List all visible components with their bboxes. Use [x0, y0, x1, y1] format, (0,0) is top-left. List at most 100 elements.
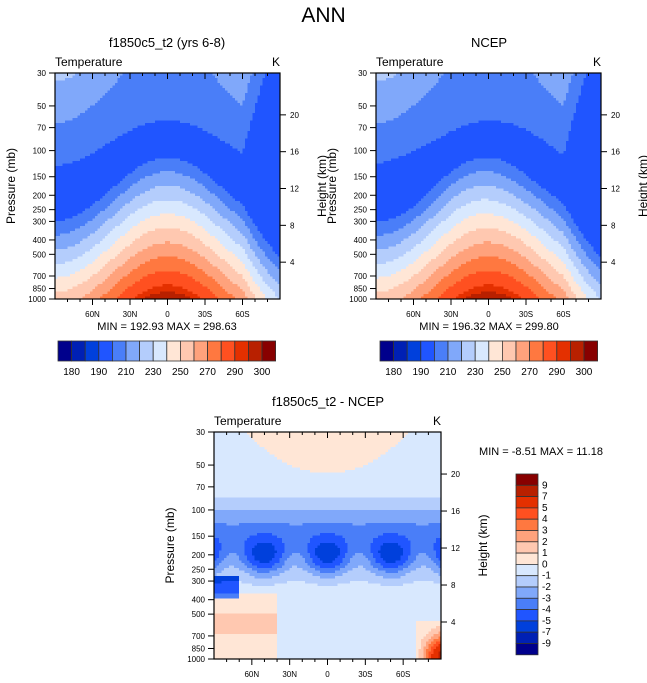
obs-contour-fill [376, 73, 602, 300]
model-colorbar-label: 250 [172, 367, 189, 378]
obs-colorbar-box [501, 340, 517, 362]
obs-xtick-label: 60N [406, 310, 421, 319]
obs-ytick-label: 500 [354, 250, 368, 259]
diff-title: f1850c5_t2 - NCEP [272, 394, 384, 409]
obs-ytick-label: 850 [354, 285, 368, 294]
diff-colorbar-label: -5 [542, 616, 551, 627]
obs-colorbar-box [393, 340, 408, 362]
diff-colorbar-box [515, 643, 539, 656]
model-ytick-label: 30 [37, 69, 46, 78]
model-height-tick-label: 8 [290, 221, 295, 230]
model-colorbar-label: 180 [63, 367, 80, 378]
model-variable-label: Temperature [55, 55, 123, 69]
obs-colorbar-box [447, 340, 463, 362]
obs-variable-label: Temperature [376, 55, 444, 69]
model-colorbar-box [261, 340, 277, 362]
diff-colorbar-box [515, 575, 539, 588]
diff-colorbar-box [515, 496, 539, 509]
model-colorbar-box [84, 340, 100, 362]
diff-colorbar-box [515, 631, 539, 644]
obs-ytick-label: 100 [354, 147, 368, 156]
diff-colorbar-box [515, 597, 539, 610]
model-minmax: MIN = 192.93 MAX = 298.63 [97, 321, 236, 333]
obs-ytick-label: 50 [358, 102, 367, 111]
diff-colorbar-label: 5 [542, 503, 548, 514]
diff-height-tick-label: 16 [451, 507, 460, 516]
diff-colorbar-box [515, 586, 539, 599]
obs-xtick-label: 60S [556, 310, 570, 319]
model-height-tick-label: 4 [290, 258, 295, 267]
model-colorbar-box [57, 340, 73, 362]
obs-colorbar-box [433, 340, 449, 362]
obs-ytick-label: 700 [354, 272, 368, 281]
diff-colorbar-label: 9 [542, 480, 548, 491]
model-colorbar-box [220, 340, 236, 362]
model-colorbar-box [179, 340, 195, 362]
obs-colorbar-label: 290 [548, 367, 565, 378]
obs-ytick-label: 30 [358, 69, 367, 78]
model-ytick-label: 70 [37, 124, 46, 133]
model-colorbar-label: 290 [226, 367, 243, 378]
diff-colorbar-box [515, 507, 539, 520]
model-ytick-label: 400 [33, 236, 47, 245]
model-ytick-label: 500 [33, 250, 47, 259]
obs-xtick-label: 0 [486, 310, 491, 319]
model-colorbar-label: 210 [118, 367, 135, 378]
diff-colorbar-box [515, 541, 539, 554]
diff-colorbar-label: 3 [542, 526, 548, 537]
model-ytick-label: 850 [33, 285, 47, 294]
diff-ytick-label: 50 [196, 461, 205, 470]
obs-units-label: K [593, 55, 601, 69]
obs-height-tick-label: 12 [611, 185, 620, 194]
diff-height-tick-label: 8 [451, 581, 456, 590]
model-colorbar-box [193, 340, 209, 362]
model-contour-fill [55, 73, 281, 300]
obs-colorbar-box [461, 340, 476, 362]
diff-ytick-label: 200 [192, 551, 206, 560]
obs-ytick-label: 250 [354, 206, 368, 215]
obs-ytick-label: 200 [354, 191, 368, 200]
model-colorbar-box [166, 340, 181, 362]
diff-ytick-label: 850 [192, 644, 206, 653]
diff-colorbar-box [515, 484, 539, 497]
model-xtick-label: 0 [165, 310, 170, 319]
diff-ytick-label: 250 [192, 565, 206, 574]
model-ytick-label: 700 [33, 272, 47, 281]
diff-colorbar-label: 7 [542, 492, 548, 503]
obs-title: NCEP [471, 35, 507, 50]
model-panel: f1850c5_t2 (yrs 6-8) Temperature K 30 50 70 10… [4, 35, 329, 378]
diff-colorbar-box [515, 473, 539, 486]
diff-xtick-label: 30S [358, 670, 372, 679]
model-colorbar-box [98, 340, 113, 362]
obs-height-tick-label: 20 [611, 111, 620, 120]
diff-colorbar-box [515, 620, 539, 633]
diff-minmax: MIN = -8.51 MAX = 11.18 [479, 446, 603, 458]
obs-colorbar-box [474, 340, 490, 362]
model-colorbar-box [139, 340, 154, 362]
obs-ytick-label: 300 [354, 217, 368, 226]
model-ytick-label: 300 [33, 217, 47, 226]
obs-colorbar-label: 250 [494, 367, 511, 378]
model-height-tick-label: 20 [290, 111, 299, 120]
model-ylabel-right: Height (km) [315, 155, 329, 217]
obs-colorbar-box [583, 340, 599, 362]
model-height-tick-label: 12 [290, 185, 299, 194]
model-colorbar-box [247, 340, 263, 362]
obs-colorbar-box [529, 340, 544, 362]
obs-colorbar-label: 230 [467, 367, 484, 378]
diff-xtick-label: 60S [396, 670, 410, 679]
diff-ylabel-right: Height (km) [476, 514, 490, 576]
obs-xtick-label: 30S [519, 310, 533, 319]
diff-colorbar-box [515, 552, 539, 565]
model-ytick-label: 100 [33, 147, 47, 156]
obs-ylabel-right: Height (km) [636, 155, 647, 217]
diff-height-tick-label: 20 [451, 470, 460, 479]
figure-title: ANN [0, 4, 647, 28]
diff-ytick-label: 700 [192, 632, 206, 641]
model-colorbar-box [112, 340, 127, 362]
diff-colorbar-label: 4 [542, 514, 548, 525]
obs-colorbar-box [570, 340, 585, 362]
